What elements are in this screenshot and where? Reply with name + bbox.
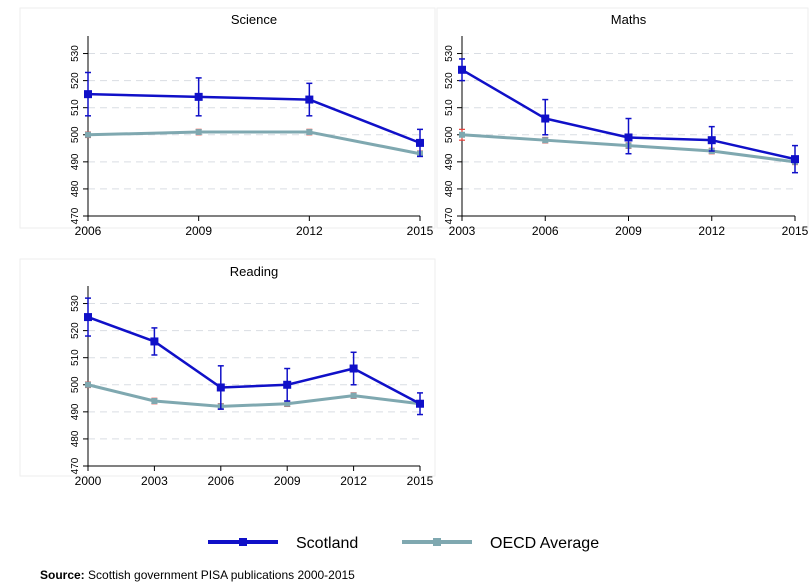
reading-x-tick-label: 2006: [207, 474, 234, 488]
maths-panel: Maths 470 480 490 500 510 520 530 2003 2006 2009 20…: [436, 7, 809, 238]
reading-x-tick-label: 2012: [340, 474, 367, 488]
maths-panel-border: [436, 7, 809, 229]
reading-scotland-marker: [349, 364, 358, 373]
science-y-tick-label: 480: [70, 180, 81, 197]
maths-scotland-marker: [541, 114, 550, 123]
source-text: Scottish government PISA publications 20…: [84, 568, 355, 582]
maths-y-tick-label: 520: [444, 72, 455, 89]
maths-scotland-marker: [624, 133, 633, 142]
science-y-tick-label: 500: [70, 126, 81, 143]
reading-oecd-average-marker: [151, 398, 158, 405]
science-x-tick-label: 2006: [75, 224, 102, 238]
maths-title: Maths: [611, 12, 647, 27]
reading-scotland-marker: [416, 399, 424, 408]
maths-y-tick-label: 500: [444, 126, 455, 143]
maths-y-tick-label: 530: [444, 45, 455, 62]
science-scotland-marker: [416, 138, 424, 147]
science-title: Science: [231, 12, 277, 27]
reading-oecd-average-marker: [350, 392, 357, 399]
maths-scotland-marker: [458, 65, 466, 74]
legend-scotland-label: Scotland: [296, 535, 358, 552]
maths-x-tick-label: 2009: [615, 224, 642, 238]
reading-y-tick-label: 470: [70, 457, 81, 474]
reading-oecd-average-marker: [284, 400, 291, 407]
reading-scotland-line: [87, 315, 421, 405]
reading-x-tick-label: 2000: [75, 474, 102, 488]
maths-x-tick-label: 2003: [449, 224, 476, 238]
science-y-tick-label: 530: [70, 45, 81, 62]
reading-title: Reading: [230, 264, 278, 279]
reading-scotland-marker: [84, 313, 92, 322]
reading-scotland-marker: [283, 380, 292, 389]
reading-y-tick-label: 520: [70, 322, 81, 339]
maths-y-tick-label: 480: [444, 180, 455, 197]
maths-scotland-marker: [707, 136, 716, 145]
reading-x-tick-label: 2015: [407, 474, 434, 488]
reading-y-tick-label: 480: [70, 430, 81, 447]
reading-x-tick-label: 2003: [141, 474, 168, 488]
legend-oecd-average-marker: [433, 538, 441, 546]
reading-oecd-average-line: [87, 383, 421, 408]
science-panel: Science 470 480 490 500 510 520 530 2006 2009 2012…: [19, 7, 436, 238]
maths-y-tick-label: 490: [444, 153, 455, 170]
science-scotland-line: [87, 92, 421, 145]
maths-scotland-marker: [791, 155, 799, 164]
science-x-tick-label: 2009: [185, 224, 212, 238]
science-scotland-marker: [305, 95, 314, 104]
reading-y-tick-label: 530: [70, 295, 81, 312]
legend: Scotland OECD Average: [208, 535, 599, 552]
maths-oecd-average-marker: [459, 131, 465, 138]
maths-x-tick-label: 2012: [698, 224, 725, 238]
science-scotland-marker: [194, 92, 203, 101]
science-oecd-average-marker: [85, 131, 91, 138]
maths-x-tick-label: 2015: [782, 224, 809, 238]
reading-panel: Reading 470 480 490 500 510 520 530 2000 2003 2006…: [19, 258, 436, 488]
science-scotland-marker: [84, 90, 92, 99]
reading-y-tick-label: 500: [70, 376, 81, 393]
maths-y-tick-label: 510: [444, 99, 455, 116]
reading-oecd-average-marker: [85, 381, 91, 388]
source-note: Source: Scottish government PISA publica…: [40, 568, 355, 582]
science-y-tick-label: 520: [70, 72, 81, 89]
science-panel-border: [19, 7, 436, 229]
science-oecd-average-marker: [306, 129, 313, 136]
reading-y-tick-label: 490: [70, 403, 81, 420]
science-oecd-average-marker: [195, 129, 202, 136]
science-y-tick-label: 470: [70, 207, 81, 224]
reading-scotland-marker: [216, 383, 225, 392]
legend-oecd-average-label: OECD Average: [490, 535, 599, 552]
legend-scotland-marker: [239, 538, 247, 546]
maths-y-tick-label: 470: [444, 207, 455, 224]
science-y-tick-label: 490: [70, 153, 81, 170]
science-oecd-average-line: [87, 130, 421, 156]
maths-x-tick-label: 2006: [532, 224, 559, 238]
science-x-tick-label: 2015: [407, 224, 434, 238]
science-x-tick-label: 2012: [296, 224, 323, 238]
maths-oecd-average-marker: [542, 137, 549, 144]
source-label: Source:: [40, 568, 85, 582]
reading-x-tick-label: 2009: [274, 474, 301, 488]
reading-panel-border: [19, 258, 436, 477]
reading-y-tick-label: 510: [70, 349, 81, 366]
reading-scotland-marker: [150, 337, 159, 346]
science-y-tick-label: 510: [70, 99, 81, 116]
